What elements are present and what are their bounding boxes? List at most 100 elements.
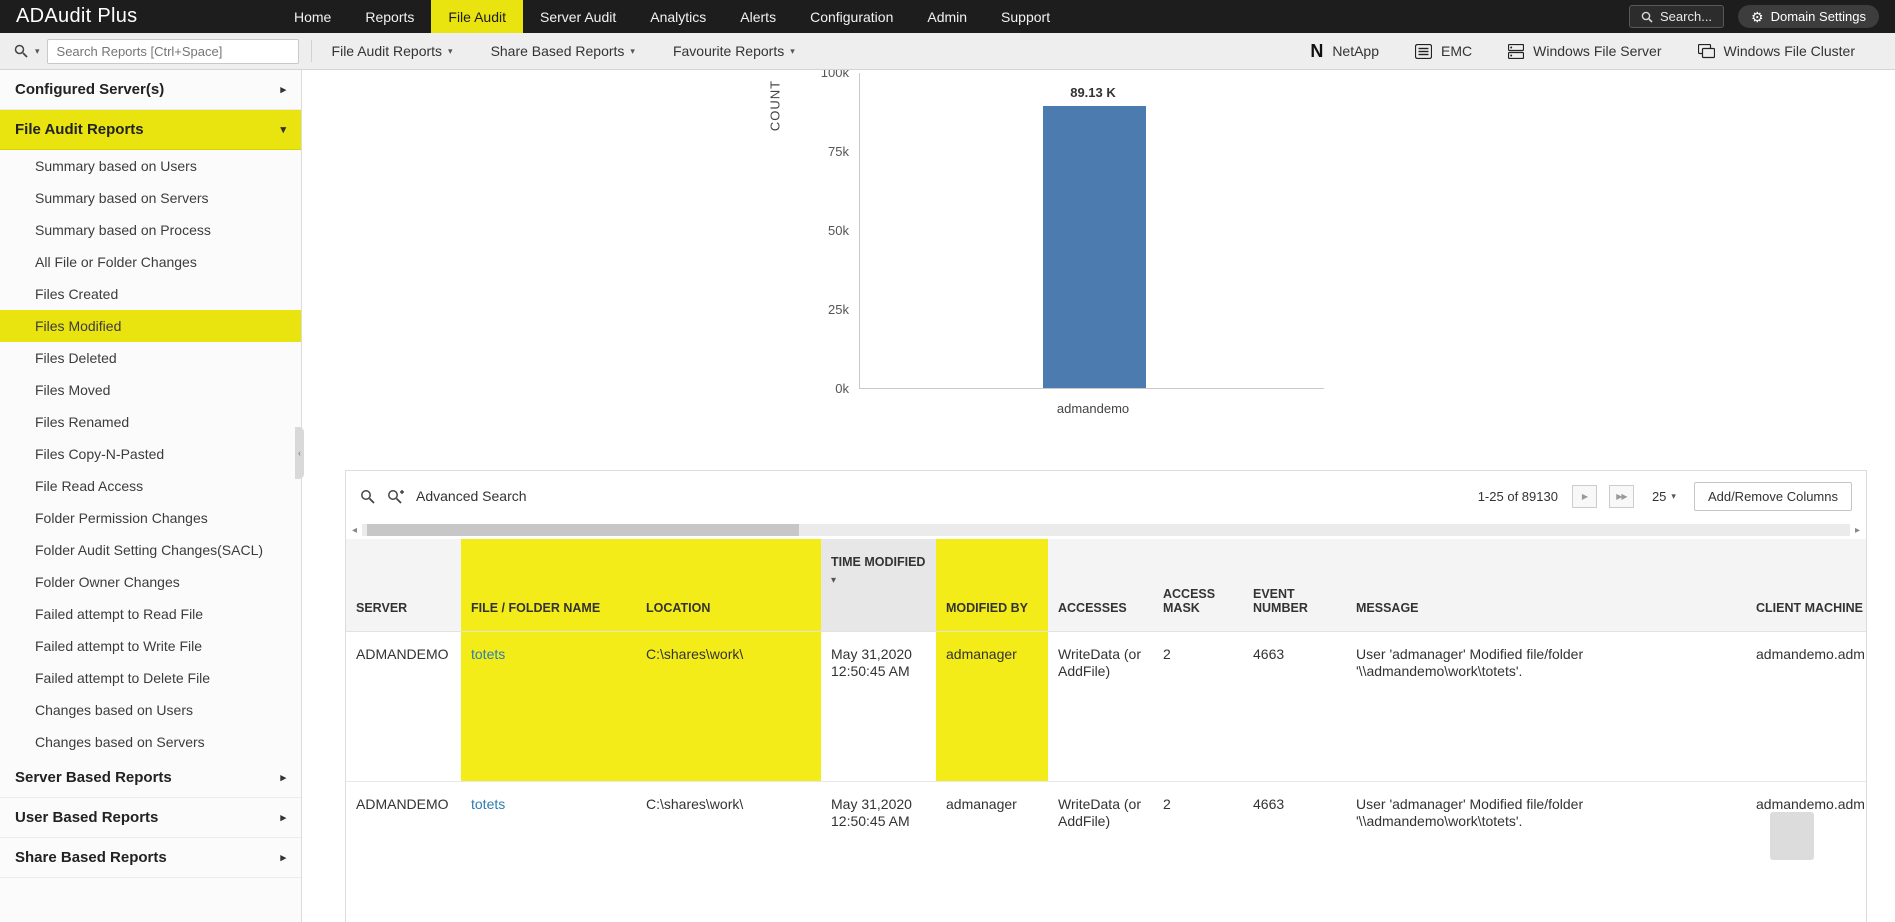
cell-time-modified: May 31,2020 12:50:45 AM	[821, 780, 936, 922]
chevron-down-icon: ▾	[35, 45, 40, 56]
col-header-event-number[interactable]: EVENT NUMBER	[1243, 539, 1346, 632]
sidebar-item-changes-based-on-servers[interactable]: Changes based on Servers	[35, 734, 205, 750]
sidebar-item-folder-audit-setting-changes[interactable]: Folder Audit Setting Changes(SACL)	[35, 542, 264, 558]
sidebar-item-files-modified[interactable]: Files Modified	[0, 310, 301, 342]
topnav-right-actions: Search... ⚙ Domain Settings	[1629, 0, 1895, 33]
sidebar-item-files-copy-n-pasted[interactable]: Files Copy-N-Pasted	[35, 446, 165, 462]
cell-access-mask: 2	[1153, 780, 1243, 922]
global-search-label: Search...	[1660, 9, 1713, 24]
scroll-top-button[interactable]	[1770, 812, 1814, 860]
advanced-search-label[interactable]: Advanced Search	[416, 488, 527, 504]
search-scope-icon[interactable]	[14, 44, 28, 58]
col-header-access-mask[interactable]: ACCESS MASK	[1153, 539, 1243, 632]
chevron-right-icon: ▸	[280, 84, 286, 96]
platform-windows-file-cluster[interactable]: Windows File Cluster	[1697, 43, 1855, 59]
menu-favourite-reports[interactable]: Favourite Reports ▾	[673, 43, 795, 59]
sidebar-item-failed-attempt-to-read-file[interactable]: Failed attempt to Read File	[35, 606, 204, 622]
chevron-down-icon: ▾	[448, 45, 453, 56]
col-header-client-machine[interactable]: CLIENT MACHINE	[1746, 539, 1866, 632]
y-tick-0k: 0k	[835, 381, 849, 396]
col-header-time-modified[interactable]: TIME MODIFIED ▾	[821, 539, 936, 632]
sidebar-section-user-based-reports[interactable]: User Based Reports ▸	[0, 798, 301, 838]
menu-label: Share Based Reports	[490, 43, 625, 59]
platform-emc[interactable]: EMC	[1415, 43, 1472, 59]
sidebar-section-configured-servers[interactable]: Configured Server(s) ▸	[0, 70, 301, 110]
y-tick-50k: 50k	[828, 223, 849, 238]
nav-item-configuration[interactable]: Configuration	[810, 8, 894, 25]
scrollbar-thumb[interactable]	[367, 524, 799, 536]
nav-item-alerts[interactable]: Alerts	[740, 8, 777, 25]
report-search-input[interactable]	[46, 38, 299, 64]
sidebar-item-failed-attempt-to-write-file[interactable]: Failed attempt to Write File	[35, 638, 203, 654]
scrollbar-track[interactable]	[362, 524, 1850, 536]
platform-windows-file-server[interactable]: Windows File Server	[1508, 43, 1662, 59]
bar-value-label: 89.13 K	[1070, 85, 1116, 100]
advanced-search-icon[interactable]	[387, 489, 404, 504]
next-page-button[interactable]: ▶	[1571, 484, 1597, 508]
cell-access-mask: 2	[1153, 630, 1243, 781]
app-logo: ADAudit Plus	[16, 5, 138, 27]
sidebar-item-folder-owner-changes[interactable]: Folder Owner Changes	[35, 574, 180, 590]
table-search-icon[interactable]	[360, 489, 375, 504]
sidebar-item-files-deleted[interactable]: Files Deleted	[35, 350, 117, 366]
y-tick-75k: 75k	[828, 144, 849, 159]
sidebar-section-share-based-reports[interactable]: Share Based Reports ▸	[0, 838, 301, 878]
platform-label: Windows File Cluster	[1723, 43, 1855, 59]
nav-item-reports[interactable]: Reports	[365, 8, 415, 25]
emc-icon	[1415, 43, 1433, 59]
table-header-row: SERVER FILE / FOLDER NAME LOCATION TIME …	[346, 539, 1866, 632]
table-horizontal-scrollbar: ◂ ▸	[346, 521, 1866, 539]
sidebar-item-summary-based-on-servers[interactable]: Summary based on Servers	[35, 190, 209, 206]
sidebar-item-files-renamed[interactable]: Files Renamed	[35, 414, 130, 430]
cell-modified-by: admanager	[936, 780, 1048, 922]
add-remove-columns-button[interactable]: Add/Remove Columns	[1693, 481, 1852, 511]
nav-item-file-audit[interactable]: File Audit	[431, 0, 523, 33]
chart-plot-area: 89.13 K admandemo	[859, 73, 1324, 416]
nav-item-admin[interactable]: Admin	[927, 8, 968, 25]
last-page-button[interactable]: ▶▶	[1608, 484, 1634, 508]
table-row: ADMANDEMO totets C:\shares\work\ May 31,…	[346, 630, 1866, 781]
cell-event-number: 4663	[1243, 630, 1346, 781]
platform-netapp[interactable]: N NetApp	[1310, 42, 1379, 60]
sidebar-item-files-moved[interactable]: Files Moved	[35, 382, 111, 398]
file-link[interactable]: totets	[471, 795, 506, 812]
sidebar-item-changes-based-on-users[interactable]: Changes based on Users	[35, 702, 193, 718]
sidebar-item-file-read-access[interactable]: File Read Access	[35, 478, 144, 494]
sidebar-item-files-created[interactable]: Files Created	[35, 286, 119, 302]
chevron-right-icon: ▸	[280, 772, 286, 784]
page-size-dropdown[interactable]: 25 ▾	[1652, 489, 1676, 504]
col-header-server[interactable]: SERVER	[346, 539, 461, 632]
chevron-down-icon: ▾	[280, 124, 286, 136]
col-header-message[interactable]: MESSAGE	[1346, 539, 1746, 632]
col-header-location[interactable]: LOCATION	[636, 539, 821, 632]
menu-file-audit-reports[interactable]: File Audit Reports ▾	[332, 43, 453, 59]
nav-item-support[interactable]: Support	[1001, 8, 1051, 25]
sidebar-item-folder-permission-changes[interactable]: Folder Permission Changes	[35, 510, 208, 526]
menu-share-based-reports[interactable]: Share Based Reports ▾	[491, 43, 635, 59]
page-body: Configured Server(s) ▸ File Audit Report…	[0, 70, 1895, 922]
scroll-right-icon[interactable]: ▸	[1854, 524, 1860, 536]
col-header-file-folder-name[interactable]: FILE / FOLDER NAME	[461, 539, 636, 632]
nav-item-analytics[interactable]: Analytics	[650, 8, 707, 25]
domain-settings-button[interactable]: ⚙ Domain Settings	[1738, 5, 1879, 28]
file-link[interactable]: totets	[471, 645, 506, 662]
sidebar-item-all-file-or-folder-changes[interactable]: All File or Folder Changes	[35, 254, 197, 270]
sidebar-item-failed-attempt-to-delete-file[interactable]: Failed attempt to Delete File	[35, 670, 211, 686]
sidebar-item-summary-based-on-users[interactable]: Summary based on Users	[35, 158, 197, 174]
sidebar-item-summary-based-on-process[interactable]: Summary based on Process	[35, 222, 211, 238]
platform-filters: N NetApp EMC Windows File Server Windows…	[1310, 42, 1895, 60]
sidebar-section-server-based-reports[interactable]: Server Based Reports ▸	[0, 758, 301, 798]
col-header-accesses[interactable]: ACCESSES	[1048, 539, 1153, 632]
nav-item-home[interactable]: Home	[294, 8, 332, 25]
sidebar-section-file-audit-reports[interactable]: File Audit Reports ▾	[0, 110, 301, 150]
chevron-right-icon: ▸	[280, 812, 286, 824]
chevron-down-icon: ▾	[790, 45, 795, 56]
nav-item-server-audit[interactable]: Server Audit	[539, 8, 617, 25]
chart-bar-admandemo[interactable]	[1043, 106, 1146, 388]
cell-file-folder-name: totets	[461, 630, 636, 781]
scroll-left-icon[interactable]: ◂	[352, 524, 358, 536]
platform-label: Windows File Server	[1533, 43, 1662, 59]
col-header-modified-by[interactable]: MODIFIED BY	[936, 539, 1048, 632]
sidebar-collapse-handle[interactable]: ‹	[295, 427, 304, 479]
global-search-button[interactable]: Search...	[1629, 5, 1725, 28]
